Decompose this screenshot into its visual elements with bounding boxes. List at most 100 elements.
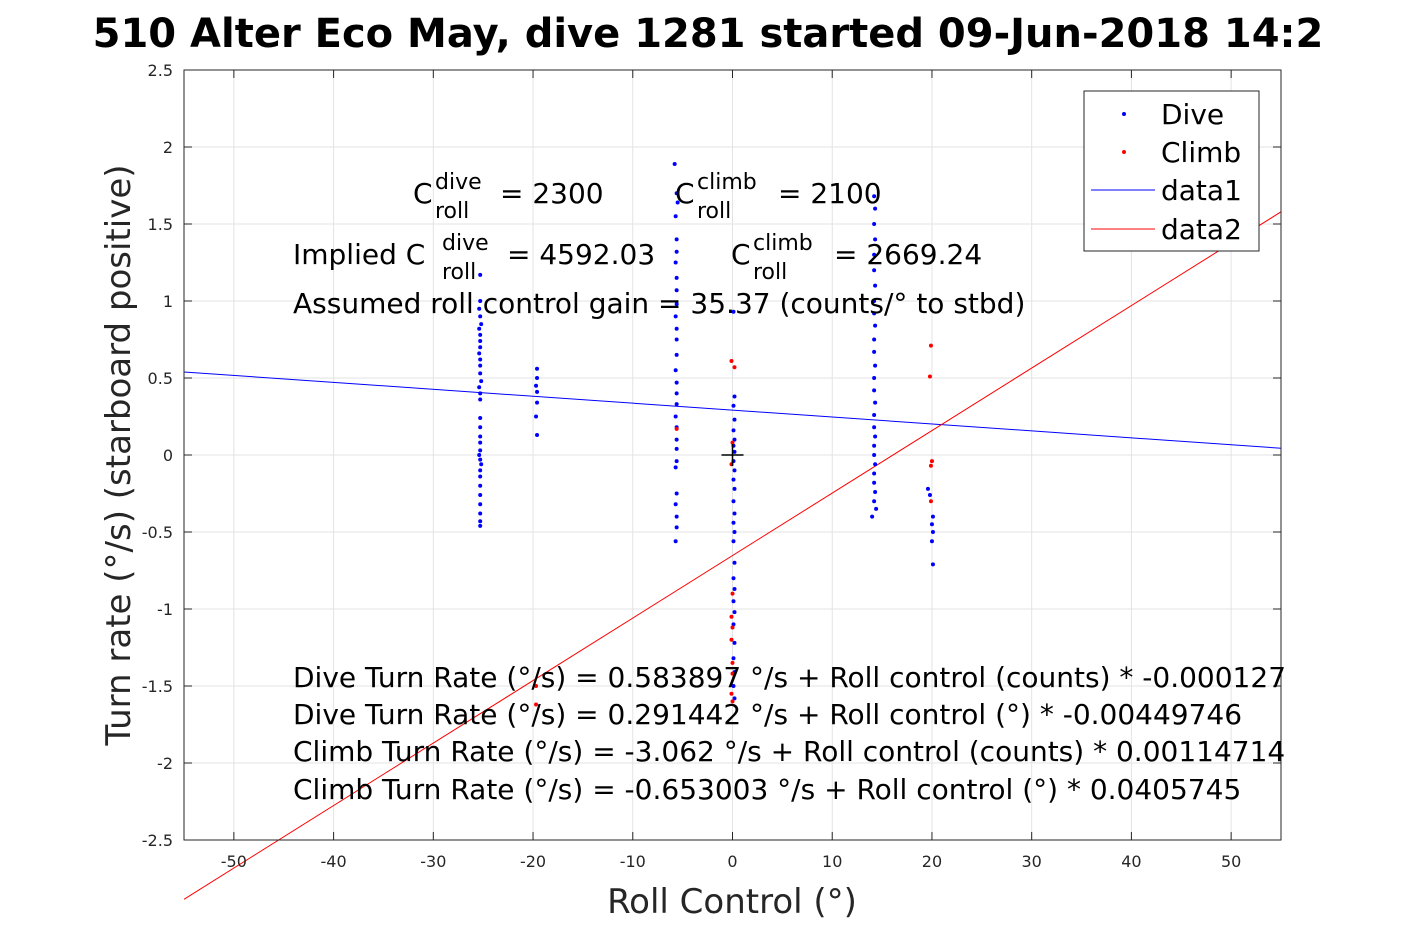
dive-point — [732, 486, 737, 491]
legend-data2-label: data2 — [1161, 213, 1242, 246]
dive-point — [731, 576, 736, 581]
dive-point — [534, 414, 539, 419]
dive-point — [478, 483, 483, 488]
dive-point — [872, 471, 877, 476]
x-tick-label: 20 — [922, 852, 942, 871]
dive-point — [535, 366, 540, 371]
dive-point — [674, 326, 679, 331]
dive-point — [478, 457, 483, 462]
data-points — [477, 161, 935, 707]
implied-climb-base: C — [731, 238, 751, 271]
c-dive-base: C — [413, 177, 433, 210]
dive-point — [478, 314, 483, 319]
dive-point — [732, 437, 737, 442]
y-tick-label: -1.5 — [142, 677, 173, 696]
dive-point — [673, 414, 678, 419]
dive-point — [535, 389, 540, 394]
dive-point — [477, 326, 482, 331]
dive-point — [872, 337, 877, 342]
dive-point — [872, 480, 877, 485]
dive-point — [872, 268, 877, 273]
y-axis-label: Turn rate (°/s) (starboard positive) — [99, 164, 139, 746]
dive-point — [731, 403, 736, 408]
legend: Dive Climb data1 data2 — [1083, 90, 1260, 252]
regression-equations: Dive Turn Rate (°/s) = 0.583897 °/s + Ro… — [293, 661, 1286, 806]
climb-point — [927, 374, 932, 379]
c-climb-sub: roll — [697, 199, 731, 224]
dive-point — [872, 443, 877, 448]
dive-point — [872, 194, 877, 199]
y-tick-label: 2 — [163, 138, 173, 157]
climb-point — [732, 365, 737, 370]
dive-point — [872, 222, 877, 226]
dive-point — [672, 161, 677, 166]
dive-point — [674, 249, 679, 254]
y-tick-label: -2 — [157, 754, 173, 773]
dive-point — [478, 363, 483, 368]
dive-point — [731, 428, 736, 433]
dive-point — [479, 379, 484, 384]
dive-point — [674, 337, 679, 342]
dive-point — [872, 376, 877, 380]
climb-point — [534, 702, 539, 707]
dive-point — [673, 368, 678, 373]
dive-point — [478, 493, 483, 498]
dive-point — [732, 586, 737, 591]
x-tick-label: -20 — [520, 852, 546, 871]
dive-point — [925, 486, 930, 491]
dive-point — [674, 514, 679, 519]
dive-point — [732, 394, 737, 399]
dive-point — [477, 351, 482, 356]
dive-point — [731, 599, 736, 604]
implied-climb-sup: climb — [753, 231, 813, 256]
implied-dive-sup: dive — [442, 231, 489, 256]
dive-point — [872, 349, 877, 354]
y-tick-label: -2.5 — [142, 831, 173, 850]
dive-point — [674, 391, 679, 396]
dive-point — [674, 275, 679, 280]
y-tick-label: 1 — [163, 292, 173, 311]
legend-climb-marker — [1122, 150, 1126, 154]
c-climb-base: C — [675, 177, 695, 210]
dive-point — [732, 530, 737, 534]
dive-point — [870, 514, 875, 519]
data2-fit-line — [183, 211, 1282, 900]
x-tick-label: 10 — [822, 852, 842, 871]
dive-point — [478, 474, 483, 479]
dive-point — [673, 214, 678, 219]
climb-point — [730, 591, 735, 596]
x-tick-label: -10 — [620, 852, 646, 871]
dive-point — [929, 522, 934, 527]
legend-climb-label: Climb — [1161, 136, 1241, 169]
dive-point — [732, 640, 737, 645]
dive-point — [873, 283, 878, 288]
implied-climb-sub: roll — [753, 260, 787, 285]
dive-point — [674, 402, 679, 407]
dive-point — [535, 400, 540, 405]
dive-point — [731, 539, 736, 544]
dive-point — [930, 530, 935, 534]
dive-point — [674, 380, 679, 385]
dive-point — [477, 306, 482, 311]
x-axis-label: Roll Control (°) — [607, 882, 857, 922]
climb-point — [674, 426, 679, 431]
dive-point — [478, 440, 483, 445]
implied-climb-value: = 2669.24 — [834, 238, 982, 271]
fit-line-2: Dive Turn Rate (°/s) = 0.291442 °/s + Ro… — [293, 698, 1242, 731]
dive-point — [478, 299, 483, 303]
dive-point — [478, 448, 483, 453]
dive-point — [478, 416, 483, 421]
dive-point — [674, 352, 679, 357]
dive-point — [872, 311, 877, 316]
dive-point — [478, 371, 483, 376]
x-tick-label: -50 — [221, 852, 247, 871]
dive-point — [731, 499, 736, 504]
dive-point — [872, 453, 877, 457]
dive-point — [872, 388, 877, 393]
implied-dive-sub: roll — [442, 260, 476, 285]
dive-point — [673, 314, 678, 319]
legend-box — [1083, 90, 1260, 252]
dive-point — [674, 446, 679, 451]
dive-point — [478, 434, 483, 439]
